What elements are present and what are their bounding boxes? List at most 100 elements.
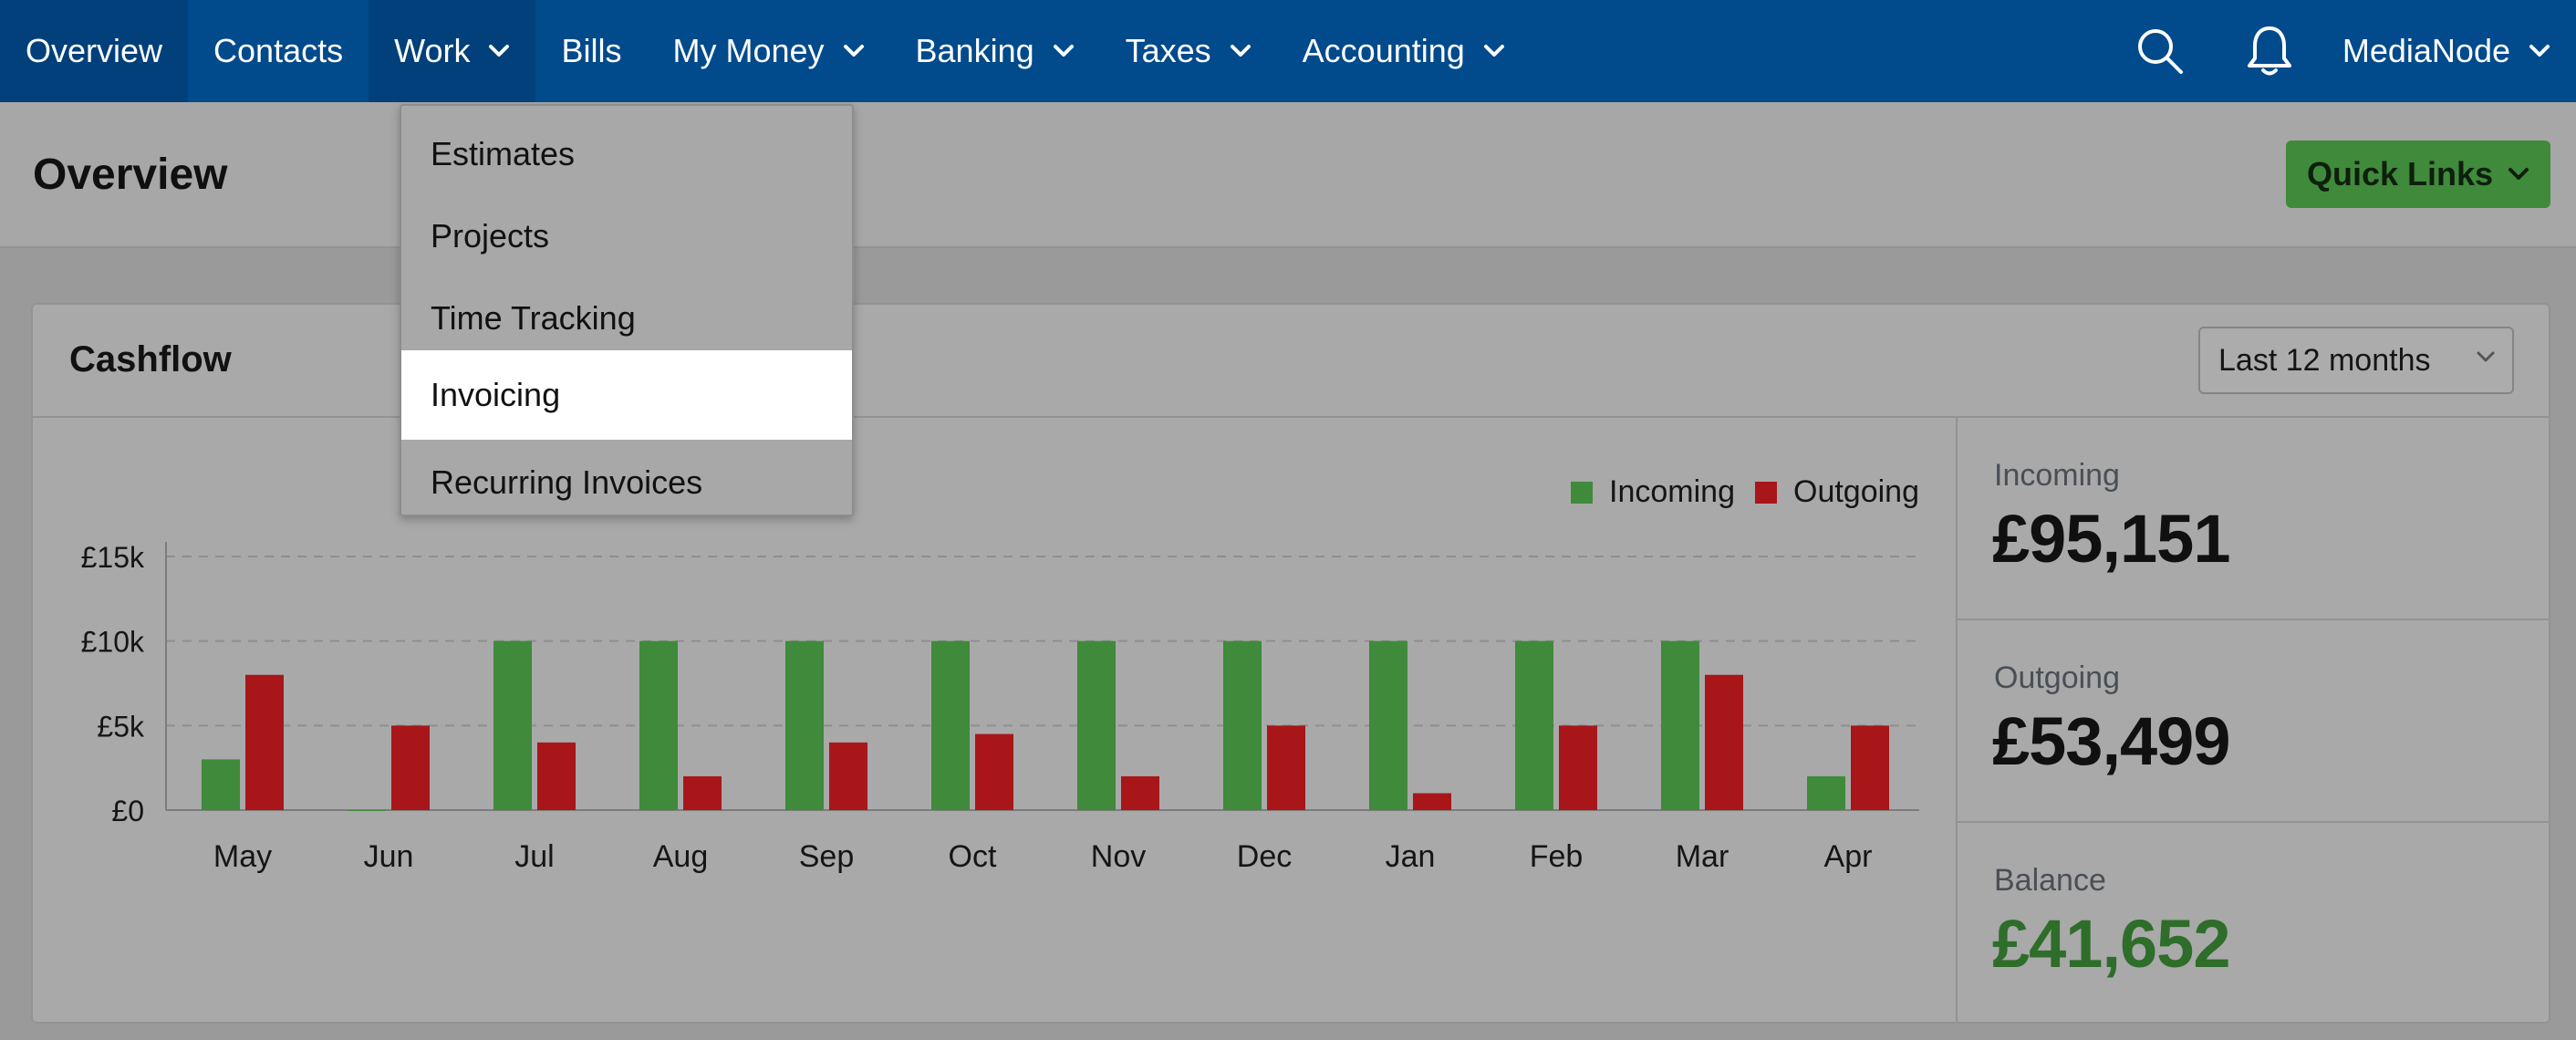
bar-incoming (1223, 640, 1262, 810)
nav-item-label: Bills (561, 32, 622, 69)
nav-item-label: My Money (672, 32, 825, 69)
nav-item-label: Overview (26, 32, 163, 69)
bar-incoming (348, 810, 386, 811)
bar-incoming (931, 640, 970, 810)
bar-outgoing (1121, 775, 1159, 810)
chevron-down-icon (1053, 44, 1075, 58)
bar-incoming (639, 640, 678, 810)
chevron-down-icon (843, 44, 865, 58)
x-tick-label: Mar (1676, 839, 1729, 874)
nav-item-label: Contacts (213, 32, 344, 69)
page-title: Overview (33, 151, 228, 199)
x-tick-label: May (213, 839, 272, 874)
dropdown-item-invoicing[interactable]: Invoicing (401, 350, 852, 440)
range-select-value: Last 12 months (2218, 342, 2431, 378)
card-title: Cashflow (69, 339, 232, 380)
bar-outgoing (391, 725, 430, 810)
bar-incoming (1077, 640, 1116, 810)
nav-item-banking[interactable]: Banking (890, 0, 1100, 102)
quick-links-label: Quick Links (2306, 155, 2494, 192)
bar-outgoing (975, 733, 1013, 810)
stat-balance: Balance £41,652 (1958, 823, 2549, 1025)
bar-incoming (1369, 640, 1407, 810)
dropdown-item-projects[interactable]: Projects (431, 217, 550, 255)
chevron-down-icon (2477, 351, 2495, 362)
x-tick-label: Jan (1386, 839, 1436, 874)
nav-item-label: Taxes (1125, 32, 1211, 69)
nav-item-accounting[interactable]: Accounting (1277, 0, 1531, 102)
nav-item-taxes[interactable]: Taxes (1100, 0, 1277, 102)
bar-outgoing (245, 674, 284, 810)
legend-incoming-label: Incoming (1609, 474, 1735, 509)
card-header: Cashflow Last 12 months (33, 305, 2549, 418)
bar-outgoing (1559, 725, 1597, 810)
stat-incoming: Incoming £95,151 (1958, 418, 2549, 620)
cashflow-stats: Incoming £95,151 Outgoing £53,499 Balanc… (1956, 418, 2549, 1024)
cashflow-chart: £0 £5k £10k £15k May Jun Jul Aug Sep Oct Nov Dec Jan… (33, 418, 1956, 1024)
nav-item-label: Work (394, 32, 471, 69)
quick-links-button[interactable]: Quick Links (2286, 140, 2550, 208)
bar-incoming (493, 640, 532, 810)
bar-incoming (1661, 640, 1699, 810)
bar-incoming (1807, 775, 1845, 810)
legend-incoming-swatch (1571, 481, 1594, 504)
nav-item-label: Banking (915, 32, 1034, 69)
y-tick-label: £0 (111, 795, 144, 827)
legend-outgoing[interactable]: Outgoing (1755, 474, 1919, 510)
x-tick-label: Aug (653, 839, 709, 874)
bell-icon[interactable] (2215, 0, 2324, 102)
dropdown-item-estimates[interactable]: Estimates (431, 135, 576, 172)
bar-outgoing (537, 742, 576, 810)
chart-legend: Incoming Outgoing (1571, 474, 1919, 510)
nav-items: Overview Contacts Work Bills My Money Banking… (0, 0, 1531, 102)
stat-incoming-label: Incoming (1994, 458, 2120, 493)
bar-outgoing (1705, 674, 1743, 810)
x-tick-label: Sep (799, 839, 855, 874)
user-name: MediaNode (2342, 32, 2510, 69)
chevron-down-icon (488, 44, 510, 58)
search-icon[interactable] (2105, 0, 2215, 102)
legend-incoming[interactable]: Incoming (1571, 474, 1735, 510)
top-nav: Overview Contacts Work Bills My Money Banking… (0, 0, 2576, 102)
x-tick-label: Dec (1237, 839, 1292, 874)
bar-outgoing (683, 775, 722, 810)
cashflow-chart-svg: £0 £5k £10k £15k May Jun Jul Aug Sep Oct Nov Dec Jan… (81, 541, 1919, 874)
stat-balance-value: £41,652 (1992, 906, 2230, 982)
nav-item-label: Accounting (1302, 32, 1465, 69)
user-menu[interactable]: MediaNode (2324, 32, 2576, 70)
bar-outgoing (829, 742, 867, 810)
bar-incoming (202, 759, 240, 810)
range-select[interactable]: Last 12 months (2198, 327, 2514, 394)
nav-item-contacts[interactable]: Contacts (188, 0, 369, 102)
nav-right: MediaNode (2105, 0, 2576, 102)
stat-incoming-value: £95,151 (1992, 501, 2230, 577)
page-header: Overview Quick Links (0, 102, 2576, 248)
y-tick-label: £15k (81, 541, 145, 574)
x-tick-label: Jul (514, 839, 554, 874)
nav-item-work[interactable]: Work (369, 0, 536, 102)
work-dropdown-menu: Estimates Projects Time Tracking Invoicing R… (400, 104, 854, 516)
dropdown-item-time-tracking[interactable]: Time Tracking (431, 299, 636, 337)
stat-balance-label: Balance (1994, 863, 2106, 898)
chevron-down-icon (2529, 44, 2550, 58)
x-tick-label: Nov (1091, 839, 1146, 874)
dropdown-item-recurring-invoices[interactable]: Recurring Invoices (431, 463, 703, 501)
x-tick-label: Jun (364, 839, 414, 874)
stat-outgoing-label: Outgoing (1994, 660, 2120, 695)
bar-incoming (785, 640, 824, 810)
bar-incoming (1515, 640, 1553, 810)
nav-item-bills[interactable]: Bills (535, 0, 647, 102)
cashflow-card: Cashflow Last 12 months £0 £5k £10k £15k May… (31, 303, 2550, 1024)
nav-item-my-money[interactable]: My Money (647, 0, 889, 102)
legend-outgoing-label: Outgoing (1793, 474, 1919, 509)
legend-outgoing-swatch (1755, 481, 1777, 504)
stat-outgoing-value: £53,499 (1992, 703, 2230, 779)
bar-outgoing (1267, 725, 1305, 810)
bar-outgoing (1413, 793, 1451, 810)
nav-item-overview[interactable]: Overview (0, 0, 189, 102)
y-tick-label: £5k (97, 710, 145, 743)
x-tick-label: Apr (1824, 839, 1873, 874)
chevron-down-icon (2508, 168, 2529, 180)
x-tick-label: Oct (949, 839, 997, 874)
y-tick-label: £10k (81, 626, 145, 659)
